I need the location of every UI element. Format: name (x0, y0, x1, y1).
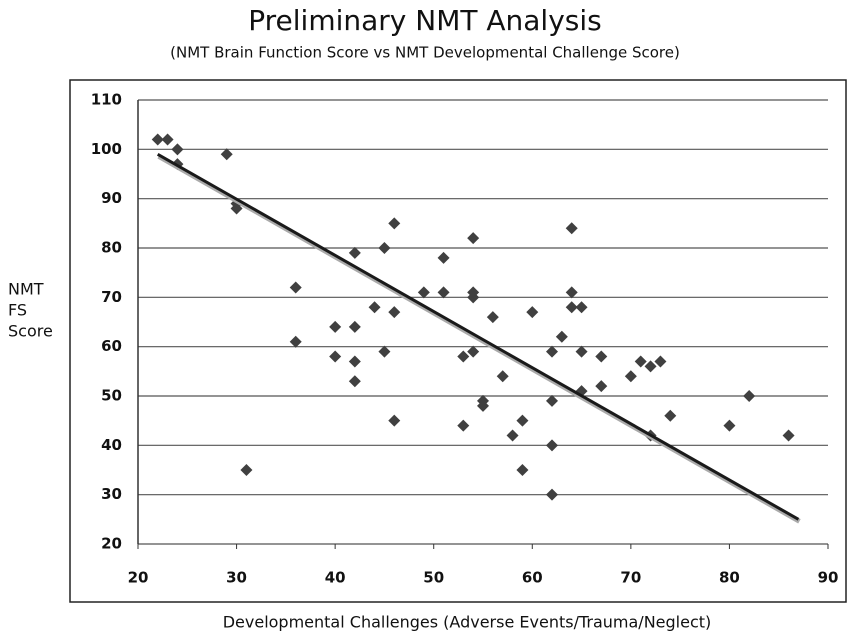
data-point (378, 345, 391, 358)
data-point (240, 464, 253, 476)
data-point (546, 439, 558, 452)
x-tick-label: 70 (620, 569, 641, 587)
x-tick-label: 30 (226, 569, 247, 587)
data-point (220, 148, 233, 161)
y-tick-label: 40 (101, 436, 122, 454)
data-point (565, 301, 578, 314)
data-point (329, 320, 342, 333)
y-tick-label: 110 (91, 91, 122, 109)
data-point (348, 320, 361, 333)
data-point (595, 350, 608, 363)
y-tick-label: 60 (101, 337, 122, 355)
data-point (348, 375, 361, 388)
trendline (156, 152, 800, 521)
data-point (723, 419, 736, 432)
data-point (151, 133, 164, 146)
data-point (477, 399, 489, 412)
y-tick-label: 80 (101, 239, 122, 257)
y-axis-title: NMT (8, 280, 44, 299)
plot-frame (69, 79, 847, 603)
chart-subtitle: (NMT Brain Function Score vs NMT Develop… (170, 44, 680, 62)
data-point (782, 429, 795, 442)
chart-title: Preliminary NMT Analysis (248, 4, 602, 37)
y-axis-title: Score (8, 322, 53, 341)
x-axis-title: Developmental Challenges (Adverse Events… (223, 613, 712, 632)
y-axis-title: FS (8, 301, 27, 320)
data-point (161, 133, 174, 146)
data-point (437, 286, 450, 299)
data-point (378, 242, 391, 254)
y-tick-label: 20 (101, 535, 122, 553)
y-tick-label: 30 (101, 485, 122, 503)
data-point (546, 488, 558, 501)
x-tick-label: 20 (128, 569, 149, 587)
data-point (348, 246, 361, 259)
x-tick-label: 60 (522, 569, 543, 587)
data-point (486, 311, 499, 324)
y-tick-label: 50 (101, 387, 122, 405)
data-point (575, 345, 588, 358)
data-point (565, 222, 578, 235)
data-point (457, 419, 470, 432)
data-point (506, 429, 519, 442)
data-point (289, 281, 302, 294)
data-point (437, 251, 450, 264)
data-point (555, 330, 568, 343)
data-point (368, 301, 381, 314)
y-tick-label: 70 (101, 288, 122, 306)
data-point (575, 301, 588, 314)
data-point (467, 345, 480, 358)
x-tick-label: 90 (818, 569, 839, 587)
data-point (546, 345, 558, 358)
data-point (644, 360, 657, 373)
y-tick-label: 100 (91, 140, 122, 158)
data-point (664, 409, 677, 422)
data-point (388, 306, 401, 319)
data-point (526, 306, 539, 319)
data-point (348, 355, 361, 368)
data-point (496, 370, 509, 383)
data-point (388, 414, 401, 427)
data-point (634, 355, 647, 368)
data-point (516, 414, 529, 427)
data-point (595, 380, 608, 393)
data-point (546, 394, 558, 407)
data-point (467, 232, 480, 245)
data-point (230, 202, 243, 215)
data-point (516, 464, 529, 476)
y-tick-label: 90 (101, 189, 122, 207)
data-point (289, 335, 302, 348)
data-point (329, 350, 342, 363)
data-point (624, 370, 637, 383)
data-point (654, 355, 667, 368)
x-tick-label: 40 (325, 569, 346, 587)
data-point (171, 143, 184, 156)
data-point (467, 291, 480, 304)
x-tick-label: 80 (719, 569, 740, 587)
x-tick-label: 50 (423, 569, 444, 587)
data-point (417, 286, 430, 299)
data-point (743, 390, 756, 402)
data-point (565, 286, 578, 299)
data-point (457, 350, 470, 363)
data-point (388, 217, 401, 230)
